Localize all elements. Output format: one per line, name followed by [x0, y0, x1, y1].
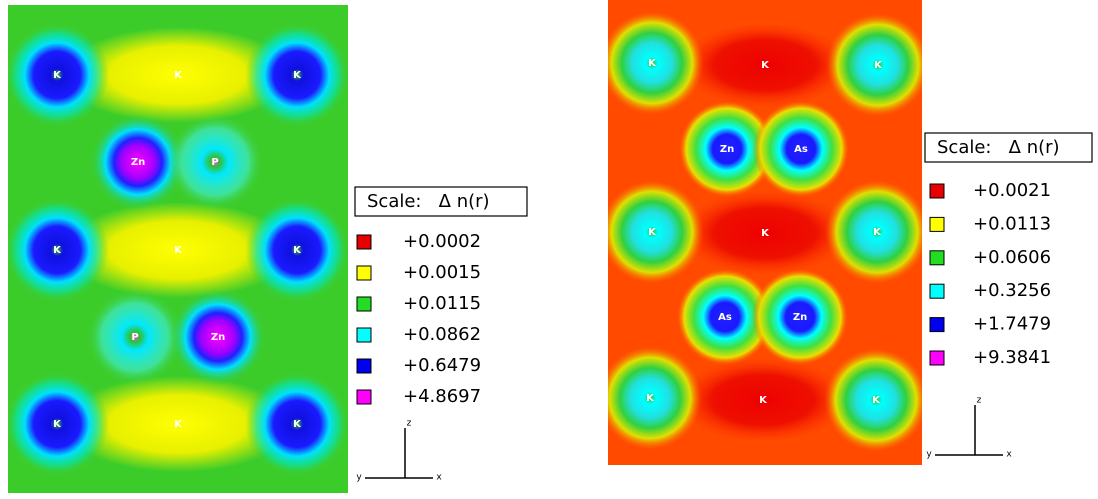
atom-label: K — [293, 70, 302, 81]
legend-swatch — [930, 184, 944, 198]
legend-swatch — [930, 251, 944, 265]
atom-label: K — [293, 419, 302, 430]
atom-label: K — [53, 70, 62, 81]
axis-label: x — [1006, 450, 1012, 460]
atom-label: Zn — [720, 144, 734, 155]
legend-title: Scale: Δ n(r) — [937, 137, 1060, 158]
figure: Scale: Δ n(r) +0.0002 +0.0015 +0.0115 +0.086… — [0, 0, 1098, 495]
atom-label: P — [131, 332, 138, 343]
legend-swatch — [357, 297, 371, 311]
legend-label: +0.0002 — [403, 231, 481, 252]
atom-label: K — [293, 245, 302, 256]
legend-swatch — [357, 266, 371, 280]
axis-label: z — [407, 419, 412, 429]
axis-icon: z y x — [926, 396, 1012, 460]
atom-label: K — [874, 60, 883, 71]
axis-label: y — [926, 450, 932, 460]
atom-label: K — [53, 419, 62, 430]
legend-title: Scale: Δ n(r) — [367, 191, 490, 212]
axis-label: z — [977, 396, 982, 406]
legend-label: +0.6479 — [403, 355, 481, 376]
legend-label: +1.7479 — [973, 314, 1051, 335]
legend: Scale: Δ n(r) +0.0002 +0.0015 +0.0115 +0.086… — [355, 187, 527, 407]
atom-label: K — [761, 228, 770, 239]
legend-swatch — [357, 390, 371, 404]
atom-label: As — [794, 144, 808, 155]
legend-label: +4.8697 — [403, 386, 481, 407]
legend-label: +0.0021 — [973, 180, 1051, 201]
atom-label: Zn — [131, 157, 145, 168]
axis-label: x — [436, 473, 442, 483]
axis-label: y — [356, 473, 362, 483]
legend-swatch — [357, 359, 371, 373]
atom-label: K — [174, 70, 183, 81]
legend: Scale: Δ n(r) +0.0021 +0.0113 +0.0606 +0.325… — [925, 133, 1092, 368]
legend-swatch — [930, 351, 944, 365]
atom-label: K — [872, 395, 881, 406]
legend-swatch — [930, 284, 944, 298]
atom-label: P — [211, 157, 218, 168]
atom-label: K — [648, 58, 657, 69]
atom-label: K — [648, 227, 657, 238]
atom-label: Zn — [793, 312, 807, 323]
axis-icon: z y x — [356, 419, 442, 483]
legend-swatch — [357, 328, 371, 342]
atom-label: K — [174, 419, 183, 430]
legend-label: +9.3841 — [973, 347, 1051, 368]
legend-label: +0.0113 — [973, 213, 1051, 234]
atom-label: K — [759, 395, 768, 406]
legend-label: +0.0015 — [403, 262, 481, 283]
atom-label: K — [174, 245, 183, 256]
atom-label: K — [873, 227, 882, 238]
atom-label: Zn — [211, 332, 225, 343]
legend-swatch — [930, 318, 944, 332]
atom-label: As — [718, 312, 732, 323]
legend-label: +0.3256 — [973, 280, 1051, 301]
legend-swatch — [357, 235, 371, 249]
atom-label: K — [646, 393, 655, 404]
legend-label: +0.0606 — [973, 247, 1051, 268]
legend-swatch — [930, 217, 944, 231]
atom-label: K — [761, 60, 770, 71]
legend-label: +0.0862 — [403, 324, 481, 345]
legend-label: +0.0115 — [403, 293, 481, 314]
atom-label: K — [53, 245, 62, 256]
